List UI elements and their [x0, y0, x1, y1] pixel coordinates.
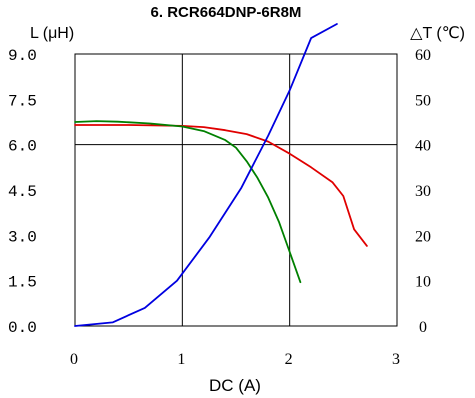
y-right-tick-label: 20: [415, 228, 431, 245]
y-right-tick-label: 30: [415, 183, 431, 200]
y-left-tick-label: 1.5: [8, 274, 37, 292]
grid-lines: [75, 54, 397, 326]
x-tick-label: 1: [177, 351, 185, 368]
x-axis-label: DC (A): [209, 376, 261, 395]
y-right-tick-label: 10: [415, 274, 431, 291]
series-line-1: [74, 120, 302, 284]
y-right-tick-label: 60: [415, 47, 431, 64]
y-left-tick-label: 7.5: [8, 92, 37, 110]
y-right-tick-label: 0: [419, 319, 427, 336]
x-tick-label: 3: [392, 351, 400, 368]
series-line-2: [74, 23, 338, 327]
y-left-axis-label: L (μH): [30, 25, 74, 42]
y-left-tick-label: 0.0: [8, 319, 37, 337]
y-right-tick-label: 40: [415, 138, 431, 155]
y-left-tick-label: 9.0: [8, 47, 37, 65]
tick-labels: 0.0 1.5 3.0 4.5 6.0 7.5 9.0 0 10 20 30 40 50 60 0 1 2 3: [8, 47, 431, 368]
x-tick-label: 0: [70, 351, 78, 368]
y-right-tick-label: 50: [415, 92, 431, 109]
y-left-tick-label: 3.0: [8, 228, 37, 246]
y-left-tick-label: 4.5: [8, 183, 37, 201]
plot-frame: [74, 53, 398, 327]
x-tick-label: 2: [285, 351, 293, 368]
y-left-tick-label: 6.0: [8, 138, 37, 156]
y-right-axis-label: △T (℃): [410, 25, 465, 42]
chart-title: 6. RCR664DNP-6R8M: [151, 4, 302, 21]
series-lines: [74, 23, 368, 327]
